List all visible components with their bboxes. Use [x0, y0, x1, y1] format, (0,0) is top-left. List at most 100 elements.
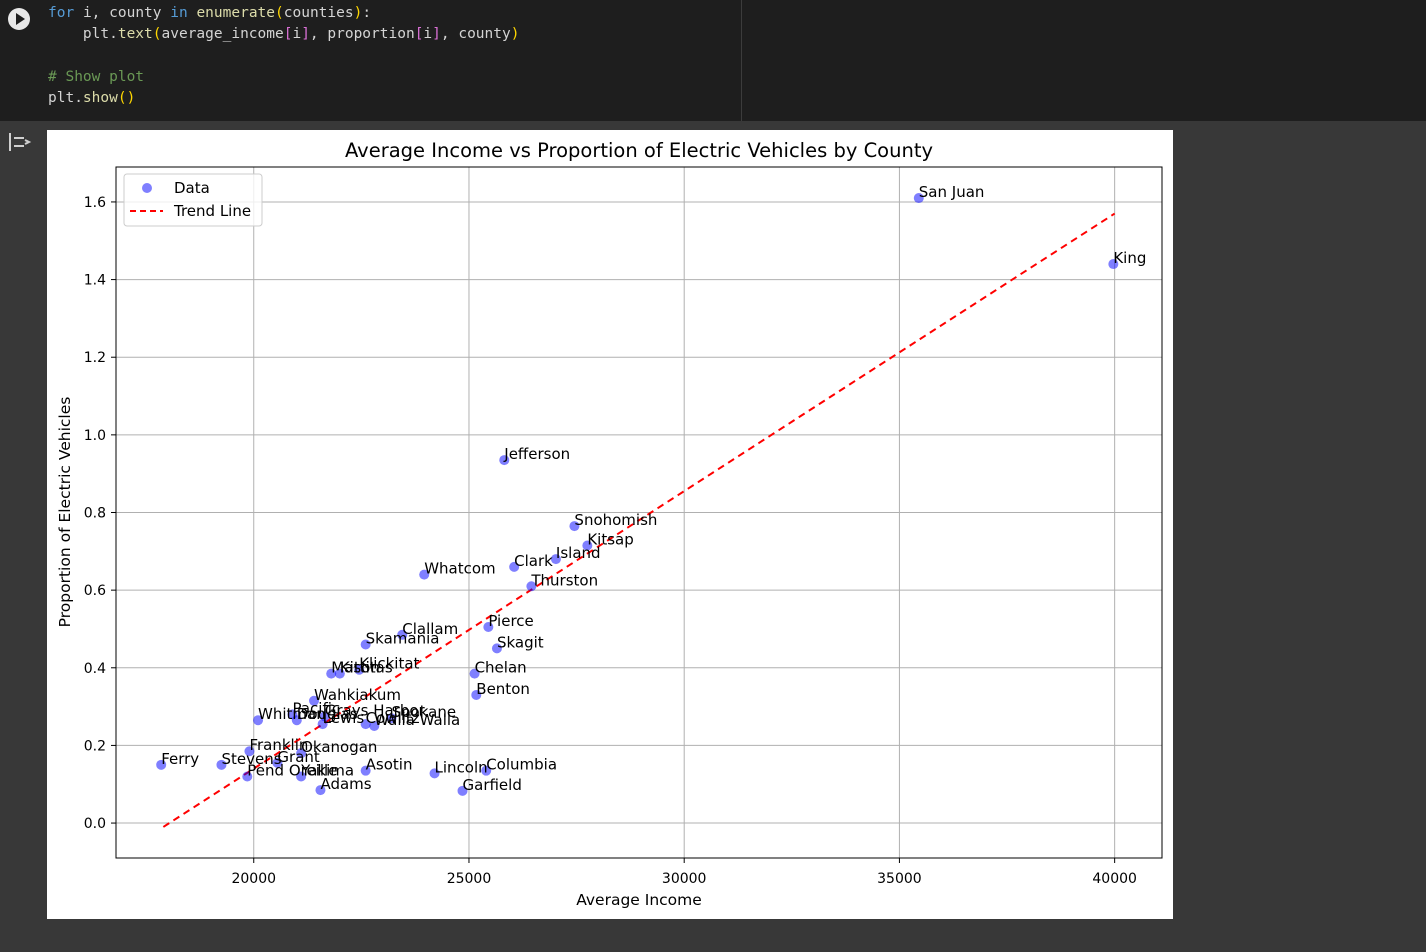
y-tick-label: 1.4 — [84, 273, 106, 289]
point-label: Asotin — [366, 756, 413, 774]
x-tick-label: 25000 — [447, 871, 492, 887]
play-icon — [16, 13, 25, 25]
data-point — [326, 668, 337, 679]
point-label: Cowlitz — [366, 709, 420, 727]
data-point — [244, 746, 255, 757]
code-token: i, county — [82, 5, 162, 21]
data-point — [569, 521, 580, 532]
data-point — [526, 581, 537, 592]
data-point — [334, 668, 345, 679]
data-point — [429, 768, 440, 779]
run-cell-button[interactable] — [8, 8, 30, 30]
data-point — [457, 785, 468, 796]
x-axis-ticks: 20000 25000 30000 35000 40000 — [231, 858, 1137, 887]
output-toggle-icon[interactable] — [8, 131, 32, 153]
data-point — [419, 569, 430, 580]
y-tick-label: 0.6 — [84, 583, 106, 599]
chart-title: Average Income vs Proportion of Electric… — [345, 139, 933, 162]
y-tick-label: 0.0 — [84, 816, 106, 832]
x-tick-label: 35000 — [877, 871, 922, 887]
data-point — [315, 785, 326, 796]
data-point — [491, 643, 502, 654]
point-label: King — [1113, 249, 1146, 267]
point-label: Pend Oreille — [247, 761, 337, 779]
data-point — [386, 713, 397, 724]
legend: Data Trend Line — [123, 173, 263, 227]
point-label: Douglas — [297, 705, 358, 723]
point-label: Lincoln — [435, 758, 488, 776]
point-label: Wahkiakum — [314, 686, 401, 704]
point-label: Grant — [277, 748, 319, 766]
output-gutter — [0, 121, 47, 952]
data-points — [156, 193, 1119, 796]
y-axis-label: Proportion of Electric Vehicles — [56, 397, 74, 628]
trend-line — [162, 212, 1116, 828]
data-point — [309, 695, 320, 706]
data-point — [291, 715, 302, 726]
legend-label-trend: Trend Line — [173, 202, 251, 220]
data-point — [360, 765, 371, 776]
x-tick-label: 30000 — [662, 871, 707, 887]
editor-divider — [741, 0, 742, 121]
data-point — [360, 719, 371, 730]
point-label: Kitsap — [587, 530, 633, 548]
grid-lines — [116, 167, 1162, 858]
data-point — [253, 715, 264, 726]
legend-box — [123, 173, 263, 227]
point-label: San Juan — [919, 183, 985, 201]
point-labels: San Juan King Jefferson SnohomishKitsapIsla… — [161, 183, 1146, 794]
data-point — [471, 689, 482, 700]
code-editor[interactable]: for i, county in enumerate(counties): pl… — [48, 5, 520, 106]
point-label: Grays Harbor — [325, 701, 426, 719]
point-label: Pacific — [292, 699, 340, 717]
point-label: Skagit — [497, 633, 544, 651]
point-label: Yakima — [300, 761, 354, 779]
point-label: Pierce — [488, 612, 533, 630]
point-label: Walla Walla — [374, 711, 460, 729]
point-label: Ferry — [161, 750, 199, 768]
x-tick-label: 40000 — [1092, 871, 1137, 887]
scatter-chart: San Juan King Jefferson SnohomishKitsapIsla… — [56, 139, 1163, 909]
data-point — [296, 771, 307, 782]
point-label: Klickitat — [359, 655, 419, 673]
point-label: Okanogan — [301, 738, 377, 756]
point-label: Stevens — [221, 750, 281, 768]
point-label: Kittitas — [340, 659, 393, 677]
data-point — [397, 629, 408, 640]
plot-figure: San Juan King Jefferson Snohomish Kitsap Isla… — [47, 130, 1173, 919]
data-point — [481, 765, 492, 776]
x-axis-label: Average Income — [576, 891, 702, 909]
point-label: Garfield — [463, 776, 522, 794]
data-point — [369, 721, 380, 732]
data-point — [1108, 259, 1119, 270]
y-tick-label: 1.6 — [84, 195, 106, 211]
data-point — [582, 540, 593, 551]
data-point — [156, 759, 167, 770]
point-label: Jefferson — [503, 445, 570, 463]
point-label: Island — [556, 544, 601, 562]
data-point — [550, 554, 561, 565]
data-point — [216, 759, 227, 770]
data-point — [499, 455, 510, 466]
data-point — [360, 639, 371, 650]
code-cell[interactable]: for i, county in enumerate(counties): pl… — [0, 0, 1426, 121]
point-label: Lewis — [323, 709, 365, 727]
x-tick-label: 20000 — [231, 871, 276, 887]
legend-marker-data — [142, 183, 152, 193]
data-point — [296, 748, 307, 759]
point-label: Spokane — [391, 703, 456, 721]
y-tick-label: 0.4 — [84, 661, 106, 677]
point-label: Whitman — [258, 705, 326, 723]
point-label: Snohomish — [574, 511, 657, 529]
trend-line-group — [162, 212, 1116, 828]
y-tick-label: 1.0 — [84, 428, 106, 444]
y-axis-ticks: 0.0 0.2 0.4 0.6 0.8 1.0 1.2 1.4 1.6 — [84, 195, 116, 832]
data-point — [483, 622, 494, 633]
data-point — [272, 757, 283, 768]
y-tick-label: 0.2 — [84, 738, 106, 754]
data-point — [509, 561, 520, 572]
legend-label-data: Data — [174, 179, 210, 197]
point-label: Franklin — [249, 736, 308, 754]
data-point — [469, 668, 480, 679]
y-tick-label: 0.8 — [84, 506, 106, 522]
